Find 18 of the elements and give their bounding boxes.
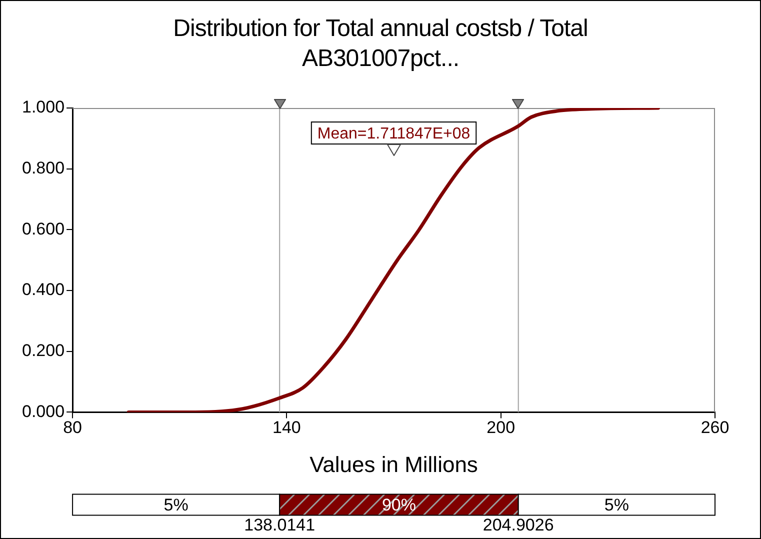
y-tick-label: 1.000 (22, 98, 65, 117)
x-tick-label: 80 (63, 418, 82, 438)
line-series (126, 108, 660, 412)
y-tick-label: 0.600 (22, 219, 65, 238)
y-tick-label: 0.200 (22, 341, 65, 360)
annotation: Mean=1.711847E+08 (317, 125, 470, 142)
text: 138.0141 (244, 515, 316, 534)
x-axis-title: Values in Millions (310, 452, 478, 477)
text: 204.9026 (482, 515, 554, 534)
x-tick-label: 200 (486, 418, 516, 438)
text: 5% (164, 495, 188, 514)
y-tick-label: 0.800 (22, 158, 65, 178)
text: 5% (604, 495, 629, 514)
y-tick-label: 0.400 (22, 280, 65, 300)
chart-title: Distribution for Total annual costsb / Total AB301007pct... (172, 14, 589, 74)
x-tick-label: 260 (700, 418, 730, 438)
x-tick-label: 140 (272, 418, 301, 438)
y-tick-label: 0.000 (22, 402, 65, 421)
